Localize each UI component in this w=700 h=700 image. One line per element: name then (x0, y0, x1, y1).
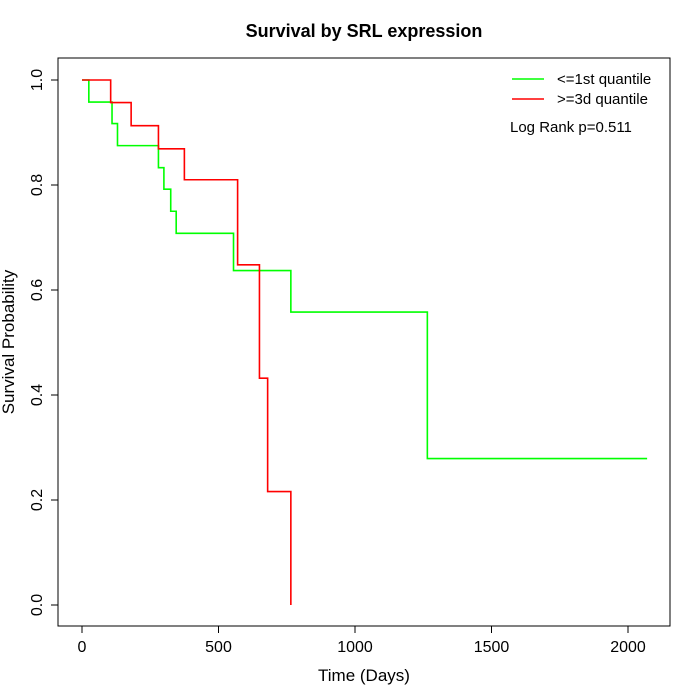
legend: <=1st quantile >=3d quantile (512, 71, 651, 108)
x-tick-label: 500 (205, 639, 232, 656)
y-tick-label: 0.8 (29, 174, 46, 196)
y-tick-label: 1.0 (29, 69, 46, 91)
x-tick-label: 1500 (474, 639, 510, 656)
series-line-2 (82, 79, 292, 605)
legend-label-1: <=1st quantile (557, 71, 651, 88)
y-tick-label: 0.4 (29, 384, 46, 406)
series-line-1 (82, 79, 648, 460)
x-tick-label: 1000 (337, 639, 373, 656)
legend-label-2: >=3d quantile (557, 91, 648, 108)
x-axis: 0 500 1000 1500 2000 (78, 625, 646, 656)
chart-title: Survival by SRL expression (246, 21, 483, 41)
y-axis-label: Survival Probability (0, 269, 18, 414)
y-tick-label: 0.2 (29, 489, 46, 511)
x-tick-label: 0 (78, 639, 87, 656)
x-axis-label: Time (Days) (318, 666, 410, 685)
log-rank-annotation: Log Rank p=0.511 (510, 119, 632, 136)
y-tick-label: 0.0 (29, 594, 46, 616)
x-tick-label: 2000 (610, 639, 646, 656)
y-axis: 0.0 0.2 0.4 0.6 0.8 1.0 (29, 69, 59, 616)
plot-frame (57, 57, 671, 627)
y-tick-label: 0.6 (29, 279, 46, 301)
series-layer (82, 79, 648, 605)
